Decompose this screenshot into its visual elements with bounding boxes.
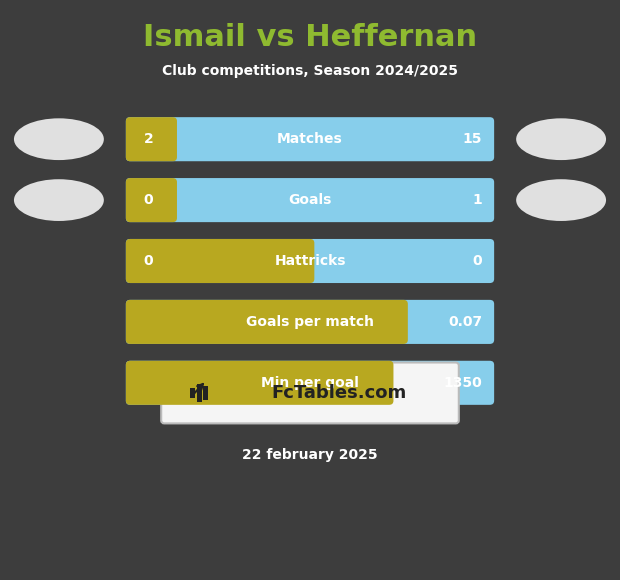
Text: 0: 0 xyxy=(144,193,154,207)
Text: 0: 0 xyxy=(472,254,482,268)
Ellipse shape xyxy=(14,179,104,221)
FancyBboxPatch shape xyxy=(126,117,494,161)
FancyBboxPatch shape xyxy=(126,117,177,161)
Text: 1: 1 xyxy=(472,193,482,207)
FancyBboxPatch shape xyxy=(203,386,208,400)
FancyBboxPatch shape xyxy=(126,361,494,405)
FancyBboxPatch shape xyxy=(126,178,177,222)
FancyBboxPatch shape xyxy=(190,387,195,398)
Text: 2: 2 xyxy=(144,132,154,146)
FancyBboxPatch shape xyxy=(197,384,202,401)
Text: Min per goal: Min per goal xyxy=(261,376,359,390)
Text: 22 february 2025: 22 february 2025 xyxy=(242,448,378,462)
FancyBboxPatch shape xyxy=(126,300,494,344)
Text: 15: 15 xyxy=(463,132,482,146)
Ellipse shape xyxy=(14,118,104,160)
FancyBboxPatch shape xyxy=(126,361,394,405)
Text: 0: 0 xyxy=(144,254,154,268)
Text: Hattricks: Hattricks xyxy=(274,254,346,268)
Text: 0.07: 0.07 xyxy=(448,315,482,329)
Text: Club competitions, Season 2024/2025: Club competitions, Season 2024/2025 xyxy=(162,64,458,78)
FancyBboxPatch shape xyxy=(126,239,494,283)
Text: Goals per match: Goals per match xyxy=(246,315,374,329)
Text: Matches: Matches xyxy=(277,132,343,146)
FancyBboxPatch shape xyxy=(126,178,494,222)
Text: Goals: Goals xyxy=(288,193,332,207)
Text: 1350: 1350 xyxy=(444,376,482,390)
Ellipse shape xyxy=(516,118,606,160)
FancyBboxPatch shape xyxy=(126,239,314,283)
Text: Ismail vs Heffernan: Ismail vs Heffernan xyxy=(143,23,477,52)
FancyBboxPatch shape xyxy=(126,300,408,344)
FancyBboxPatch shape xyxy=(161,362,459,423)
Text: FcTables.com: FcTables.com xyxy=(272,384,407,402)
Ellipse shape xyxy=(516,179,606,221)
